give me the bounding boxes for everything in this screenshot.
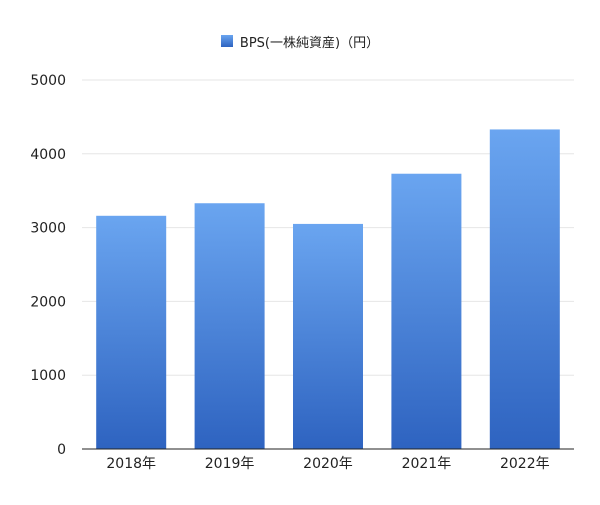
bar [194, 203, 265, 449]
y-tick-label: 0 [57, 442, 66, 458]
y-tick-label: 3000 [30, 221, 66, 237]
y-tick-label: 1000 [30, 368, 66, 384]
x-tick-label: 2018年 [106, 456, 156, 472]
y-tick-label: 4000 [30, 147, 66, 163]
legend-label: BPS(一株純資産)（円） [239, 35, 380, 51]
bars [96, 129, 560, 450]
legend: BPS(一株純資産)（円） [0, 30, 600, 52]
y-tick-label: 2000 [30, 294, 66, 310]
bar [96, 215, 167, 449]
bar [293, 223, 363, 449]
x-tick-label: 2020年 [303, 456, 353, 472]
y-axis: 0 1000 2000 3000 4000 5000 [30, 73, 66, 458]
bar [489, 129, 560, 450]
legend-swatch [220, 35, 233, 47]
x-tick-label: 2019年 [205, 456, 255, 472]
x-axis: 2018年 2019年 2020年 2021年 2022年 [82, 448, 574, 472]
y-tick-label: 5000 [30, 73, 66, 89]
x-tick-label: 2021年 [402, 456, 452, 472]
bar [391, 173, 462, 449]
x-tick-label: 2022年 [500, 456, 550, 472]
